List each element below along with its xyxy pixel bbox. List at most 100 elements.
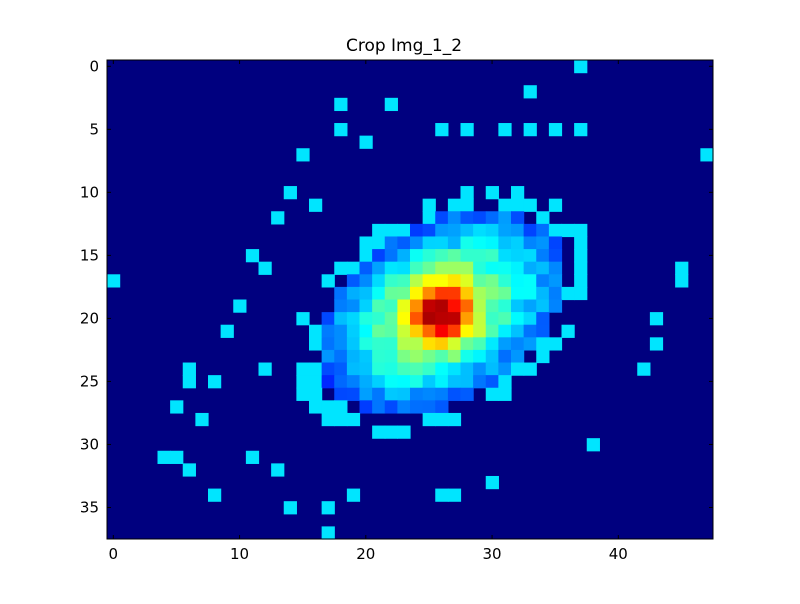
heatmap-cell — [523, 236, 537, 250]
heatmap-cell — [372, 236, 386, 250]
heatmap-cell — [372, 299, 386, 313]
heatmap-cell — [523, 249, 537, 263]
heatmap-cell — [372, 274, 386, 288]
heatmap-cell — [460, 211, 474, 225]
heatmap-cell — [346, 387, 361, 401]
heatmap-cell — [359, 349, 373, 364]
heatmap-cell — [309, 362, 323, 376]
heatmap-cell — [208, 488, 222, 502]
heatmap-cell — [208, 375, 222, 389]
heatmap-cell — [460, 286, 474, 301]
heatmap-cell — [334, 400, 348, 414]
heatmap-cell — [321, 312, 335, 326]
heatmap-cell — [523, 198, 537, 212]
heatmap-cell — [435, 123, 449, 137]
heatmap-cell — [511, 261, 525, 275]
heatmap-cell — [473, 349, 487, 364]
heatmap-cell — [346, 412, 361, 427]
y-tick-label: 0 — [89, 57, 99, 75]
heatmap-cell — [296, 362, 310, 376]
heatmap-cell — [384, 337, 398, 351]
heatmap-cell — [511, 312, 525, 326]
heatmap-cell — [372, 387, 386, 401]
heatmap-cell — [372, 400, 386, 414]
heatmap-cell — [675, 261, 689, 275]
heatmap-cell — [511, 223, 525, 238]
heatmap-cell — [309, 324, 323, 338]
heatmap-cell — [536, 337, 550, 351]
heatmap-cell — [397, 400, 411, 414]
heatmap-cell — [346, 324, 361, 338]
heatmap-cell — [498, 387, 512, 401]
heatmap-cell — [321, 526, 335, 540]
heatmap-cell — [473, 362, 487, 376]
heatmap-cell — [447, 324, 462, 338]
heatmap-cell — [346, 337, 361, 351]
heatmap-cell — [548, 261, 563, 275]
heatmap-cell — [435, 223, 449, 238]
heatmap-cell — [422, 261, 436, 275]
heatmap-cell — [397, 299, 411, 313]
heatmap-cell — [384, 400, 398, 414]
heatmap-cell — [435, 211, 449, 225]
heatmap-cell — [447, 198, 462, 212]
heatmap-cell — [422, 286, 436, 301]
heatmap-cell — [548, 249, 563, 263]
heatmap-cell — [523, 286, 537, 301]
heatmap-cell — [283, 186, 297, 200]
heatmap-cell — [384, 375, 398, 389]
heatmap-cell — [384, 261, 398, 275]
heatmap-cell — [460, 387, 474, 401]
heatmap-cell — [485, 349, 499, 364]
heatmap-cell — [536, 211, 550, 225]
heatmap-cell — [447, 412, 462, 427]
heatmap-cell — [384, 425, 398, 439]
heatmap-cell — [372, 425, 386, 439]
heatmap-cell — [536, 223, 550, 238]
heatmap-cell — [485, 324, 499, 338]
heatmap-cell — [435, 488, 449, 502]
heatmap-cell — [372, 337, 386, 351]
heatmap-cell — [359, 337, 373, 351]
heatmap-cell — [447, 249, 462, 263]
heatmap-cell — [359, 375, 373, 389]
heatmap-cell — [157, 450, 171, 464]
y-tick-label: 5 — [89, 120, 99, 138]
heatmap-cell — [561, 286, 575, 301]
heatmap-cell — [384, 249, 398, 263]
heatmap-cell — [410, 249, 424, 263]
heatmap-cell — [447, 488, 462, 502]
heatmap-cell — [649, 337, 664, 351]
heatmap-cell — [511, 211, 525, 225]
heatmap-cell — [460, 299, 474, 313]
heatmap-cell — [410, 312, 424, 326]
heatmap-cell — [498, 349, 512, 364]
heatmap-cell — [511, 274, 525, 288]
heatmap-cell — [435, 324, 449, 338]
heatmap-cell — [511, 362, 525, 376]
heatmap-cell — [397, 362, 411, 376]
heatmap-cell — [359, 400, 373, 414]
heatmap-cell — [397, 349, 411, 364]
heatmap-cell — [498, 286, 512, 301]
heatmap-cell — [397, 274, 411, 288]
heatmap-cell — [170, 450, 184, 464]
heatmap-cell — [422, 223, 436, 238]
heatmap-cell — [473, 223, 487, 238]
heatmap-cell — [384, 387, 398, 401]
heatmap-cell — [334, 349, 348, 364]
heatmap-cell — [334, 387, 348, 401]
heatmap-cell — [511, 349, 525, 364]
heatmap-cell — [460, 236, 474, 250]
heatmap-cell — [182, 362, 196, 376]
heatmap-cell — [334, 123, 348, 137]
heatmap-cell — [422, 400, 436, 414]
heatmap-cell — [397, 236, 411, 250]
heatmap-cell — [321, 501, 335, 515]
heatmap-cell — [511, 324, 525, 338]
heatmap-cell — [296, 148, 310, 162]
heatmap-cell — [548, 123, 563, 137]
heatmap-cell — [574, 249, 588, 263]
heatmap-cell — [422, 324, 436, 338]
heatmap-cell — [372, 362, 386, 376]
